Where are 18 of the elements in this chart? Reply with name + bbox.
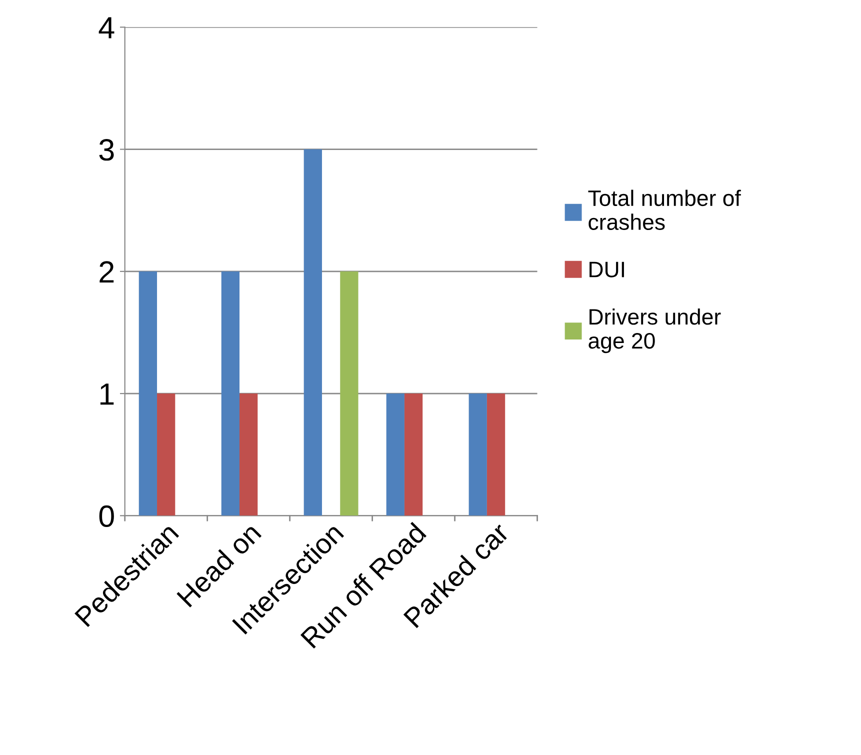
bar bbox=[486, 394, 506, 516]
legend-label: Total number of crashes bbox=[588, 190, 741, 230]
y-tick-label: 1 bbox=[100, 384, 114, 405]
bar bbox=[304, 149, 322, 516]
y-tick-label: 2 bbox=[100, 261, 114, 282]
bar bbox=[468, 394, 487, 516]
y-tick-label: 4 bbox=[98, 17, 114, 38]
legend-label: Drivers under age 20 bbox=[588, 308, 721, 354]
legend-label: DUI bbox=[590, 262, 624, 278]
bar bbox=[239, 394, 258, 516]
bar bbox=[340, 271, 358, 516]
y-tick-label: 0 bbox=[99, 505, 114, 528]
bar bbox=[386, 394, 404, 516]
y-tick-label: 3 bbox=[99, 139, 114, 161]
bar bbox=[157, 394, 176, 516]
bar bbox=[221, 271, 240, 516]
bar bbox=[404, 394, 423, 516]
bar bbox=[138, 271, 158, 516]
